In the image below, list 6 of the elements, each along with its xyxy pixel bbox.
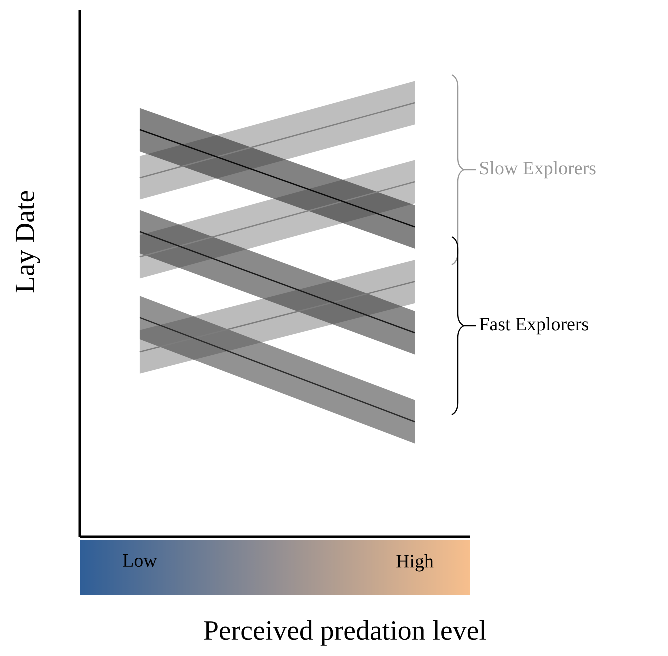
y-axis-title: Lay Date xyxy=(16,191,40,293)
x-tick-label: High xyxy=(396,554,434,572)
text: Fast Explorers xyxy=(480,317,588,335)
x-tick-label: Low xyxy=(123,554,158,568)
x-axis-title: Perceived predation level xyxy=(204,620,486,646)
text: Slow Explorers xyxy=(480,161,596,179)
